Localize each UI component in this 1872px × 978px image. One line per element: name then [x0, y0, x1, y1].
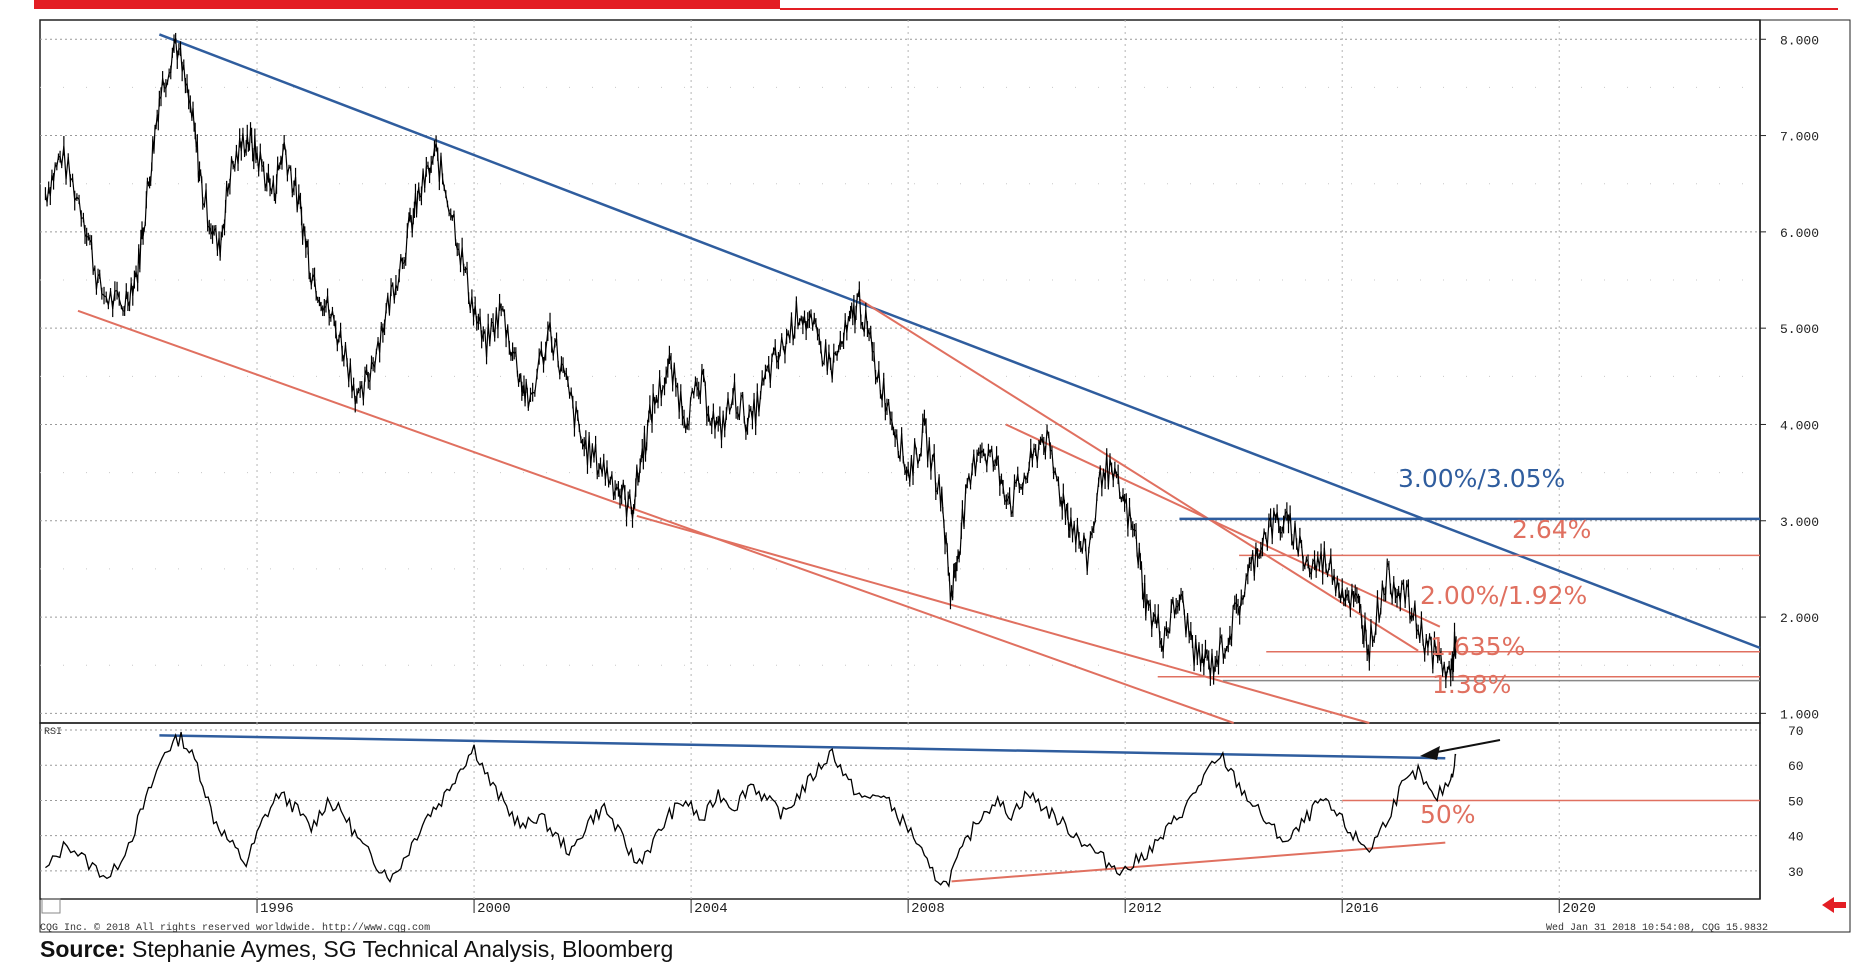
outer-frame	[39, 19, 1851, 933]
x-tick-label: 2020	[1562, 901, 1596, 917]
x-tick-label: 2004	[694, 901, 728, 917]
rsi-series	[45, 731, 1457, 888]
price-y-tick-label: 6.000	[1780, 226, 1819, 241]
price-y-tick-label: 7.000	[1780, 130, 1819, 145]
annotation-arrow-shaft	[1431, 739, 1501, 754]
falling-resistance-line-2	[1005, 423, 1441, 628]
scroll-box[interactable]	[41, 898, 61, 914]
source-label: Source:	[40, 936, 126, 962]
price-y-tick-label: 4.000	[1780, 418, 1819, 433]
price-y-tick-label: 3.000	[1780, 515, 1819, 530]
annotation-200-192: 2.00%/1.92%	[1420, 581, 1587, 610]
inner-channel-line	[636, 514, 1370, 724]
footer-copyright: CQG Inc. © 2018 All rights reserved worl…	[40, 922, 430, 934]
price-y-tick-label: 2.000	[1780, 611, 1819, 626]
annotation-3pct: 3.00%/3.05%	[1398, 464, 1565, 493]
footer-timestamp: Wed Jan 31 2018 10:54:08, CQG 15.9832	[1546, 922, 1768, 934]
x-tick-label: 2012	[1128, 901, 1162, 917]
long-term-downtrend-line	[158, 33, 1761, 650]
scroll-left-arrow-icon[interactable]	[1822, 897, 1846, 913]
rsi-support-line	[951, 841, 1446, 883]
y-axis-ticks: 8.000 7.000 6.000 5.000 4.000 3.000 2.000 1.000…	[1760, 33, 1819, 880]
rsi-y-tick-label: 70	[1788, 724, 1804, 739]
annotation-138: 1.38%	[1432, 670, 1511, 699]
annotation-rsi-50: 50%	[1420, 800, 1476, 829]
x-tick-label: 1996	[260, 901, 294, 917]
price-y-tick-label: 1.000	[1780, 707, 1819, 722]
falling-resistance-line-1	[858, 298, 1419, 652]
grid	[40, 20, 1760, 899]
x-tick-label: 2016	[1345, 901, 1379, 917]
rsi-line	[45, 731, 1457, 888]
price-y-tick-label: 8.000	[1780, 33, 1819, 48]
price-line	[44, 38, 1457, 680]
source-caption: Source: Stephanie Aymes, SG Technical An…	[40, 936, 673, 963]
rsi-resistance-line	[159, 734, 1446, 760]
rsi-label: RSI	[44, 727, 62, 738]
rsi-y-tick-label: 50	[1788, 794, 1804, 809]
price-y-tick-label: 5.000	[1780, 322, 1819, 337]
annotation-arrow-head	[1420, 746, 1440, 760]
annotation-264: 2.64%	[1512, 515, 1591, 544]
x-axis-ticks: 1996 2000 2004 2008 2012 2016 2020	[256, 899, 1596, 917]
x-tick-label: 2000	[477, 901, 511, 917]
header-red-bar	[34, 0, 780, 9]
price-series	[44, 32, 1457, 689]
x-tick-label: 2008	[911, 901, 945, 917]
trend-lines	[77, 33, 1761, 883]
lower-channel-line	[77, 309, 1235, 724]
rsi-y-tick-label: 30	[1788, 865, 1804, 880]
annotation-1635: 1.635%	[1430, 632, 1525, 661]
source-text: Stephanie Aymes, SG Technical Analysis, …	[132, 936, 674, 962]
rsi-y-tick-label: 60	[1788, 759, 1804, 774]
rsi-y-tick-label: 40	[1788, 830, 1804, 845]
